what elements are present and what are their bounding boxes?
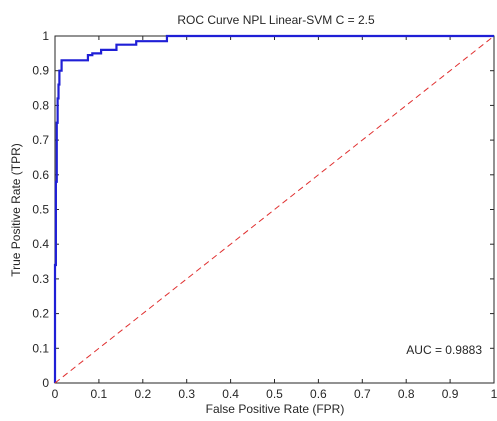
y-tick-label: 0.2 <box>32 307 49 321</box>
chart-title: ROC Curve NPL Linear-SVM C = 2.5 <box>177 13 375 27</box>
x-tick-label: 0.6 <box>310 387 327 401</box>
x-tick-label: 0.2 <box>134 387 151 401</box>
x-tick-label: 0.3 <box>178 387 195 401</box>
y-axis-label: True Positive Rate (TPR) <box>9 143 23 277</box>
y-axis-ticks: 0 0.1 0.2 0.3 0.4 0.5 0.6 0.7 0.8 0.9 1 <box>32 29 494 390</box>
y-tick-label: 0.9 <box>32 64 49 78</box>
y-tick-label: 0.5 <box>32 203 49 217</box>
y-tick-label: 0.3 <box>32 272 49 286</box>
x-tick-label: 0.5 <box>266 387 283 401</box>
chance-diagonal-line <box>54 35 495 384</box>
x-tick-label: 0.7 <box>354 387 371 401</box>
y-tick-label: 0.4 <box>32 237 49 251</box>
y-tick-label: 0.6 <box>32 168 49 182</box>
y-tick-label: 0 <box>42 376 49 390</box>
x-tick-label: 1 <box>491 387 497 401</box>
x-tick-label: 0 <box>52 387 59 401</box>
x-axis-ticks: 0 0.1 0.2 0.3 0.4 0.5 0.6 0.7 0.8 0.9 1 <box>52 36 497 401</box>
y-tick-label: 0.8 <box>32 98 49 112</box>
x-tick-label: 0.1 <box>91 387 108 401</box>
x-tick-label: 0.9 <box>442 387 459 401</box>
y-tick-label: 0.1 <box>32 341 49 355</box>
roc-curve-line <box>53 34 494 383</box>
auc-annotation: AUC = 0.9883 <box>406 343 482 357</box>
x-axis-label: False Positive Rate (FPR) <box>206 402 345 416</box>
x-tick-label: 0.4 <box>222 387 239 401</box>
y-tick-label: 0.7 <box>32 133 49 147</box>
y-tick-label: 1 <box>42 29 49 43</box>
series-layer <box>53 34 495 384</box>
x-tick-label: 0.8 <box>398 387 415 401</box>
